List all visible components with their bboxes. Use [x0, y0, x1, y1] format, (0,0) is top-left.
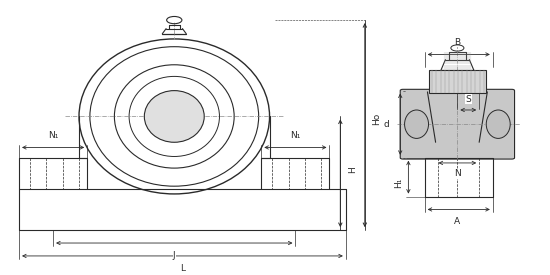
- Text: N: N: [454, 169, 461, 178]
- Text: H₁: H₁: [394, 177, 403, 188]
- Text: N₁: N₁: [48, 131, 58, 140]
- Text: A: A: [454, 217, 460, 226]
- FancyBboxPatch shape: [400, 89, 515, 159]
- Text: B: B: [454, 38, 460, 47]
- Ellipse shape: [144, 90, 204, 142]
- Ellipse shape: [486, 110, 510, 138]
- Text: Ho: Ho: [372, 113, 381, 125]
- Text: d: d: [383, 120, 389, 129]
- Text: L: L: [180, 264, 185, 273]
- Polygon shape: [429, 70, 486, 93]
- Text: H: H: [348, 167, 357, 173]
- Text: S: S: [465, 95, 471, 103]
- Ellipse shape: [405, 110, 428, 138]
- Text: N₁: N₁: [290, 131, 301, 140]
- Text: J: J: [173, 251, 175, 260]
